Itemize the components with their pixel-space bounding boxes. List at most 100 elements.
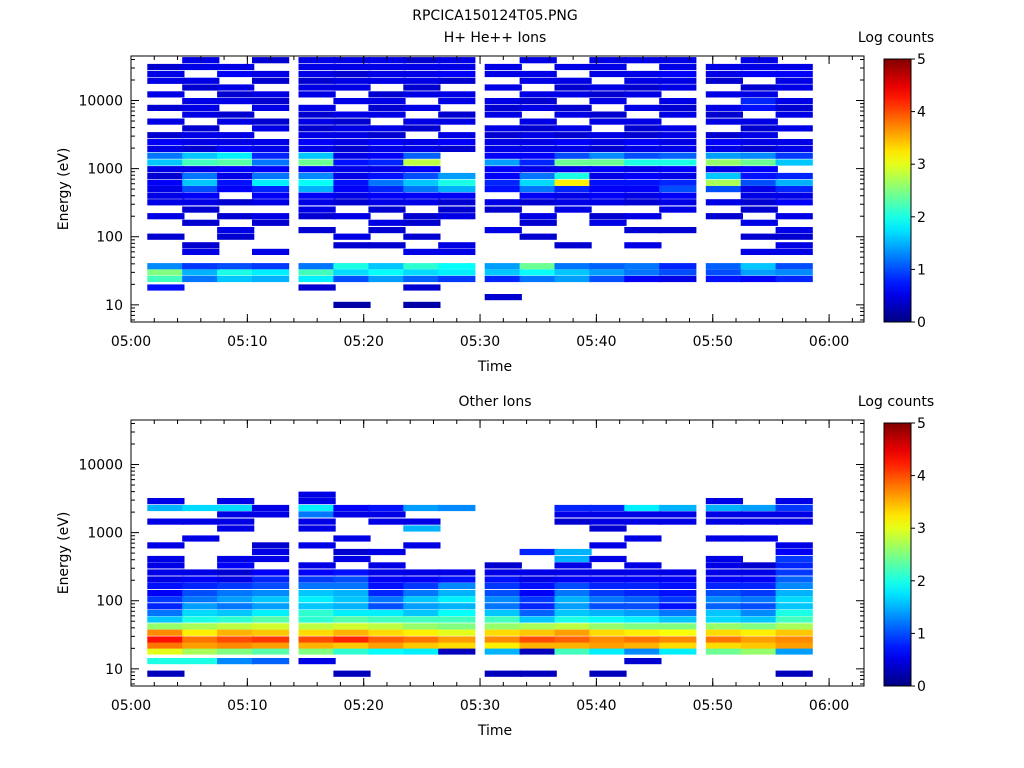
x-tick-label: 05:30 bbox=[460, 334, 500, 350]
heatmap-cell bbox=[252, 658, 290, 665]
heatmap-cell bbox=[659, 104, 697, 111]
x-tick-label: 06:00 bbox=[809, 334, 849, 350]
heatmap-cell bbox=[217, 70, 255, 78]
heatmap-cell bbox=[659, 569, 697, 576]
heatmap-cell bbox=[589, 70, 627, 78]
heatmap-cell bbox=[705, 582, 743, 589]
heatmap-cell bbox=[368, 629, 406, 636]
heatmap-cell bbox=[484, 139, 522, 146]
heatmap-cell bbox=[252, 629, 290, 636]
heatmap-cell bbox=[659, 159, 697, 166]
heatmap-cell bbox=[147, 192, 185, 199]
heatmap-cell bbox=[705, 576, 743, 583]
heatmap-cell bbox=[740, 139, 778, 146]
heatmap-cell bbox=[775, 576, 813, 583]
heatmap-cell bbox=[775, 569, 813, 576]
heatmap-cell bbox=[403, 609, 441, 617]
heatmap-cell bbox=[298, 145, 336, 152]
heatmap-cell bbox=[624, 616, 662, 623]
heatmap-cell bbox=[298, 562, 336, 569]
heatmap-cell bbox=[589, 609, 627, 617]
heatmap-cell bbox=[252, 623, 290, 630]
heatmap-cell bbox=[740, 172, 778, 180]
heatmap-cell bbox=[775, 642, 813, 649]
heatmap-cell bbox=[484, 629, 522, 636]
heatmap-cell bbox=[659, 227, 697, 234]
heatmap-cell bbox=[554, 511, 592, 518]
y-tick-label: 100 bbox=[96, 230, 123, 246]
heatmap-cell bbox=[705, 145, 743, 152]
heatmap-cell bbox=[519, 648, 557, 655]
heatmap-cell bbox=[740, 219, 778, 226]
heatmap-cell bbox=[147, 186, 185, 193]
heatmap-cell bbox=[659, 192, 697, 199]
heatmap-cell bbox=[368, 569, 406, 576]
heatmap-cell bbox=[438, 603, 476, 610]
x-axis-label: Time bbox=[477, 359, 512, 375]
heatmap-cell bbox=[403, 152, 441, 159]
heatmap-cell bbox=[403, 219, 441, 226]
heatmap-cell bbox=[217, 186, 255, 193]
heatmap-cell bbox=[519, 623, 557, 630]
heatmap-cell bbox=[217, 166, 255, 173]
colorbar-tick-label: 4 bbox=[917, 105, 926, 121]
heatmap-cell bbox=[740, 511, 778, 518]
heatmap-cell bbox=[775, 152, 813, 159]
heatmap-cell bbox=[519, 616, 557, 623]
heatmap-cell bbox=[438, 192, 476, 199]
heatmap-cell bbox=[624, 609, 662, 617]
heatmap-cell bbox=[519, 548, 557, 556]
heatmap-cell bbox=[403, 63, 441, 71]
heatmap-cell bbox=[484, 269, 522, 276]
heatmap-cell bbox=[554, 589, 592, 597]
heatmap-cell bbox=[624, 269, 662, 276]
heatmap-cell bbox=[298, 125, 336, 132]
heatmap-cell bbox=[147, 603, 185, 610]
heatmap-cell bbox=[147, 132, 185, 139]
heatmap-cell bbox=[624, 275, 662, 283]
heatmap-cell bbox=[333, 629, 371, 636]
heatmap-cell bbox=[589, 511, 627, 518]
heatmap-cell bbox=[147, 284, 185, 291]
heatmap-cell bbox=[624, 179, 662, 186]
heatmap-cells bbox=[147, 57, 813, 308]
colorbar-tick-label: 2 bbox=[917, 210, 926, 226]
colorbar: 0 1 2 3 4 5 bbox=[883, 52, 926, 331]
heatmap-cell bbox=[554, 609, 592, 617]
heatmap-cell bbox=[438, 77, 476, 84]
heatmap-cell bbox=[182, 84, 220, 91]
heatmap-cell bbox=[484, 63, 522, 71]
heatmap-cell bbox=[298, 172, 336, 180]
heatmap-cell bbox=[252, 582, 290, 589]
heatmap-cell bbox=[554, 636, 592, 643]
heatmap-cell bbox=[484, 152, 522, 159]
heatmap-cell bbox=[484, 172, 522, 180]
heatmap-cell bbox=[217, 118, 255, 125]
heatmap-cell bbox=[368, 589, 406, 597]
heatmap-cell bbox=[740, 609, 778, 617]
heatmap-cell bbox=[368, 263, 406, 270]
heatmap-cell bbox=[554, 623, 592, 630]
heatmap-cell bbox=[484, 145, 522, 152]
heatmap-cell bbox=[403, 172, 441, 180]
heatmap-cell bbox=[705, 199, 743, 206]
heatmap-cell bbox=[182, 159, 220, 166]
heatmap-cell bbox=[403, 582, 441, 589]
heatmap-cell bbox=[438, 199, 476, 206]
heatmap-cell bbox=[484, 104, 522, 111]
heatmap-cell bbox=[333, 596, 371, 603]
heatmap-cell bbox=[519, 596, 557, 603]
heatmap-cell bbox=[438, 648, 476, 655]
heatmap-cell bbox=[182, 186, 220, 193]
heatmap-cell bbox=[182, 63, 220, 71]
heatmap-cell bbox=[554, 77, 592, 84]
heatmap-cell bbox=[182, 263, 220, 270]
heatmap-cell bbox=[775, 139, 813, 146]
heatmap-cell bbox=[624, 166, 662, 173]
heatmap-cell bbox=[333, 648, 371, 655]
heatmap-cell bbox=[589, 111, 627, 118]
heatmap-cell bbox=[182, 642, 220, 649]
heatmap-cell bbox=[554, 269, 592, 276]
heatmap-cell bbox=[217, 132, 255, 139]
heatmap-cell bbox=[298, 199, 336, 206]
